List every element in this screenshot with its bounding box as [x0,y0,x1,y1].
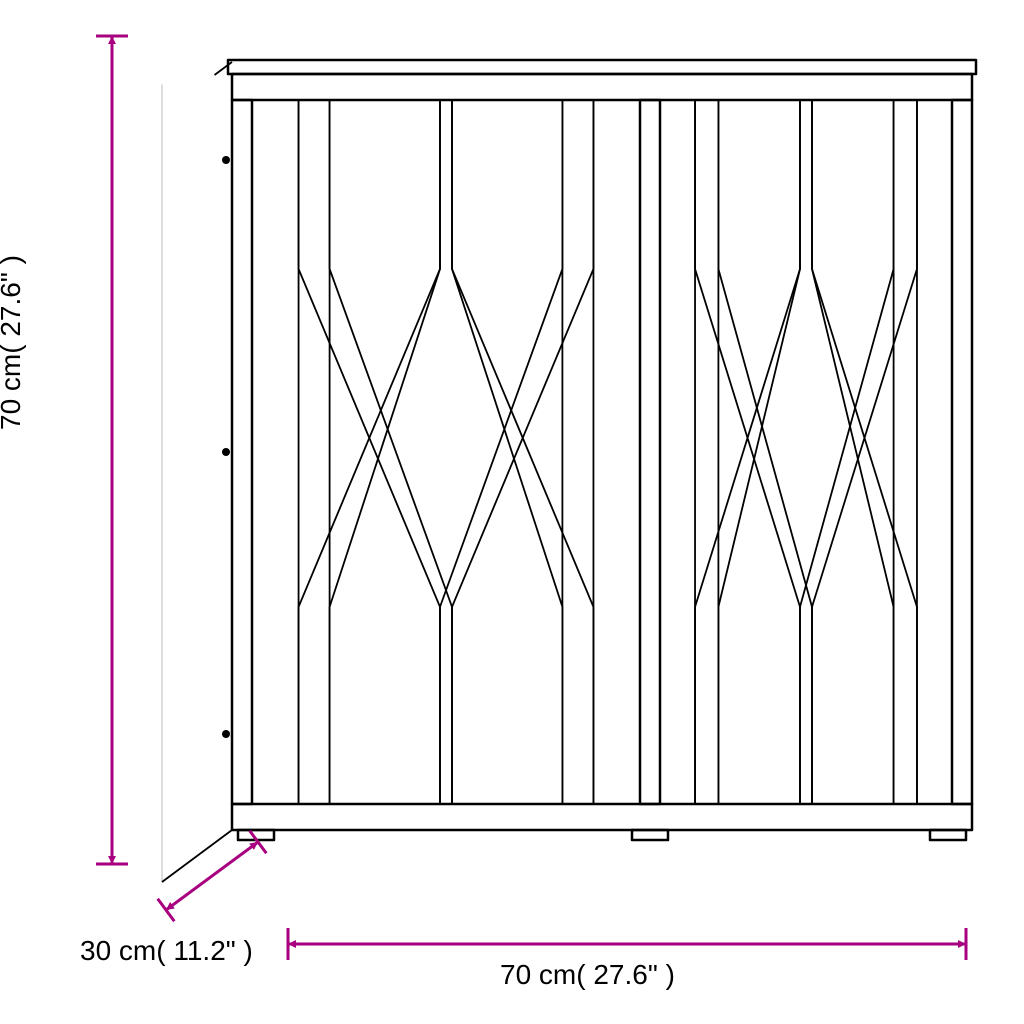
height-label: 70 cm( 27.6" ) [0,255,26,430]
width-label: 70 cm( 27.6" ) [500,959,675,990]
depth-label: 30 cm( 11.2" ) [80,935,253,966]
